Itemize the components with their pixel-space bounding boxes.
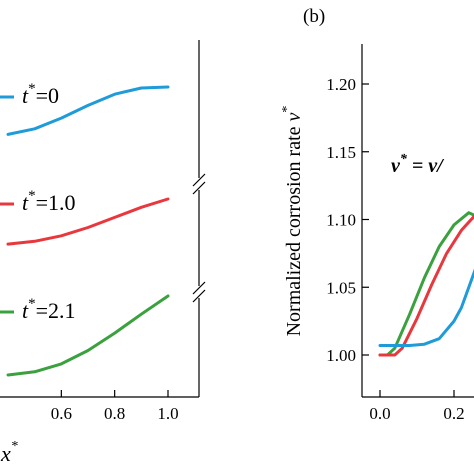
panel-b-label: (b)	[303, 6, 325, 27]
panel-a-series-2-line	[6, 294, 170, 377]
panel-b-y-axis-label: Normalized corrosion rate v*	[280, 106, 305, 337]
panel-b-y-tick-label-3: 1.15	[326, 143, 356, 162]
panel-b-y-tick-label-0: 1.00	[326, 346, 356, 365]
panel-b-y-tick-label-2: 1.10	[326, 211, 356, 230]
panel-b-y-tick-label-4: 1.20	[326, 75, 356, 94]
panel-a-x-axis-label: x*	[0, 439, 18, 466]
panel-a-x-tick-label-2: 1.0	[157, 404, 178, 423]
panel-a-x-tick-label-1: 0.8	[104, 404, 125, 423]
axis-break-lower	[192, 281, 206, 303]
panel-a-legend-label-2: t*=2.1	[22, 296, 76, 323]
panel-a-x-tick-label-0: 0.6	[51, 404, 72, 423]
panel-b-series-1-line	[378, 214, 474, 357]
panel-b-y-tick-label-1: 1.05	[326, 278, 356, 297]
panel-b-series-0-line	[378, 211, 474, 357]
panel-b-annotation: v* = v/	[391, 152, 445, 177]
panel-a: 0.6 0.8 1.0 t*=0 t*=1.0 t*=2.1 x*	[0, 40, 206, 466]
panel-b-x-tick-label-1: 0.2	[443, 404, 464, 423]
panel-a-legend-label-1: t*=1.0	[22, 188, 76, 215]
panel-a-series-0-line	[6, 85, 170, 136]
panel-b-x-tick-label-0: 0.0	[369, 404, 390, 423]
panel-a-legend-label-0: t*=0	[22, 81, 59, 108]
panel-a-series-1-line	[6, 197, 170, 246]
axis-break-upper	[192, 173, 206, 195]
panel-b: (b) 1.00 1.05 1.10 1.15 1.20 0.0 0.2 Normaliz…	[280, 6, 474, 423]
